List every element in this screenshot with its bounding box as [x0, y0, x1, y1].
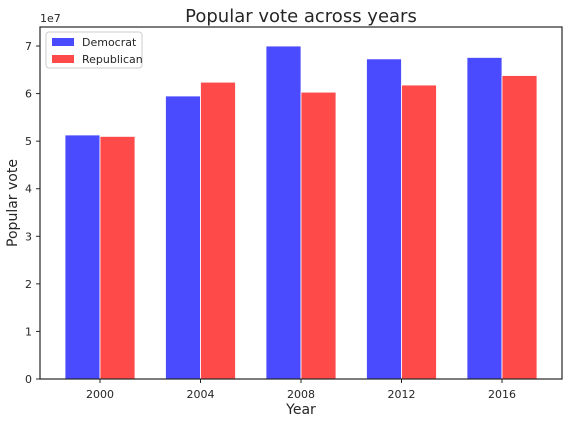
bar-democrat-2012: [366, 58, 402, 380]
y-tick-label: 7: [25, 40, 32, 53]
bars-group: [64, 45, 538, 380]
bar-republican-2004: [200, 81, 236, 380]
bar-republican-2000: [99, 136, 136, 380]
x-tick-label: 2008: [287, 388, 315, 401]
bar-democrat-2000: [64, 134, 101, 380]
y-tick-label: 1: [25, 325, 32, 338]
bar-democrat-2016: [466, 57, 503, 380]
bar-republican-2016: [501, 75, 538, 380]
y-tick-label: 6: [25, 88, 32, 101]
x-ticks: 2000 2004 2008 2012 2016: [86, 379, 516, 401]
y-tick-label: 3: [25, 230, 32, 243]
x-tick-label: 2004: [187, 388, 215, 401]
legend-label-democrat: Democrat: [82, 36, 137, 49]
y-tick-label: 4: [25, 183, 32, 196]
bar-democrat-2004: [165, 95, 201, 380]
bar-democrat-2008: [265, 45, 302, 380]
x-tick-label: 2012: [388, 388, 416, 401]
y-tick-label: 2: [25, 278, 32, 291]
legend: Democrat Republican: [45, 31, 143, 69]
y-tick-label: 5: [25, 135, 32, 148]
bar-republican-2012: [401, 84, 437, 380]
y-axis-label: Popular vote: [5, 159, 21, 247]
legend-swatch-democrat: [52, 38, 74, 46]
y-multiplier-label: 1e7: [40, 12, 61, 25]
y-ticks: 0 1 2 3 4 5 6 7: [25, 40, 40, 386]
x-axis-label: Year: [285, 402, 316, 418]
y-tick-label: 0: [25, 373, 32, 386]
x-tick-label: 2000: [86, 388, 114, 401]
bar-republican-2008: [300, 91, 337, 380]
chart-title: Popular vote across years: [185, 6, 417, 27]
legend-swatch-republican: [52, 55, 74, 63]
legend-label-republican: Republican: [82, 53, 143, 66]
x-tick-label: 2016: [488, 388, 516, 401]
